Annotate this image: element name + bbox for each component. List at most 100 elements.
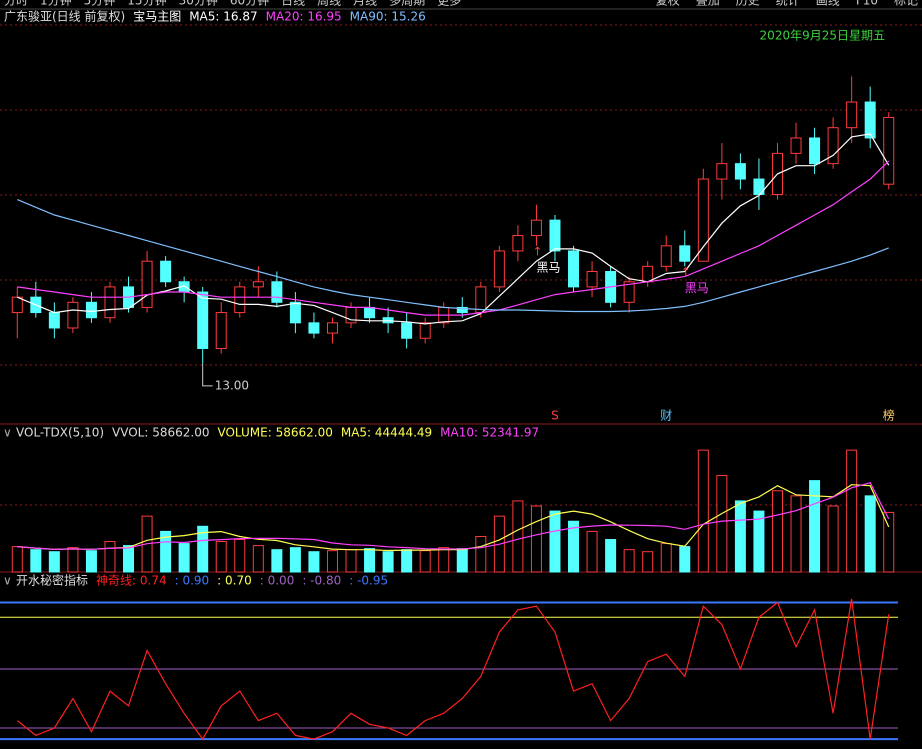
volume-bar <box>456 548 468 573</box>
volume-bar <box>289 547 301 573</box>
menu-item[interactable]: 日线 <box>281 0 305 8</box>
volume-bar <box>883 511 895 573</box>
volume-bar <box>697 449 709 573</box>
volume-bar <box>308 551 320 573</box>
ma-line <box>17 160 890 316</box>
volume-bar <box>734 500 746 573</box>
level-label: : 0.00 <box>260 574 295 588</box>
candle-body <box>586 270 598 288</box>
event-marker[interactable]: 榜 <box>883 408 895 423</box>
menu-button[interactable]: 统计 <box>776 0 800 8</box>
level-label: : -0.95 <box>349 574 388 588</box>
menu-button[interactable]: 画线 <box>816 0 840 8</box>
candle-body <box>846 101 858 129</box>
candle-body <box>883 116 895 185</box>
candle-body <box>326 322 338 334</box>
menu-button[interactable]: 复权 <box>656 0 680 8</box>
low-pointer <box>202 363 213 387</box>
candle-body <box>734 163 746 180</box>
volume-ma-line <box>17 484 890 552</box>
volume-bar <box>586 530 598 573</box>
candle-body <box>308 322 320 334</box>
volume-bar <box>512 500 524 573</box>
volume-bar <box>623 549 635 573</box>
candle-body <box>623 281 635 303</box>
volume-bar <box>790 495 802 573</box>
candle-body <box>160 260 172 283</box>
oscillator-line <box>16 598 890 741</box>
menu-button[interactable]: 历史 <box>736 0 760 8</box>
volume-bar <box>660 543 672 573</box>
candle-body <box>809 137 821 165</box>
volume-bar <box>568 520 580 573</box>
signal-arrow: ↑ <box>681 265 691 279</box>
menu-item[interactable]: 分时 <box>4 0 28 8</box>
menu-button[interactable]: 叠加 <box>696 0 720 8</box>
candle-body <box>530 219 542 237</box>
volume-bar <box>104 541 116 573</box>
indicator-name: 开水秘密指标 <box>16 573 88 588</box>
level-label: : 0.70 <box>217 574 252 588</box>
menu-item[interactable]: 5分钟 <box>84 0 116 8</box>
candle-body <box>48 312 60 329</box>
volume-bar <box>123 545 135 573</box>
volume-bar <box>364 548 376 573</box>
menu-item[interactable]: 多周期 <box>389 0 425 8</box>
level-label: : -0.80 <box>302 574 341 588</box>
candle-body <box>364 306 376 319</box>
volume-bar <box>549 510 561 573</box>
volume-bar <box>716 475 728 573</box>
menu-button[interactable]: 标记 <box>894 0 918 8</box>
volume-bar <box>11 546 23 573</box>
volume-bar <box>197 525 209 573</box>
candle-body <box>549 219 561 252</box>
candle-body <box>215 312 227 350</box>
volume-bar <box>401 549 413 573</box>
volume-bar <box>30 549 42 573</box>
menu-button[interactable]: F10 <box>856 0 878 8</box>
volume-bar <box>864 495 876 573</box>
event-marker[interactable]: S <box>551 409 559 423</box>
ma-line <box>17 133 890 325</box>
candle-body <box>660 245 672 267</box>
volume-bar <box>438 547 450 573</box>
candle-body <box>456 306 468 314</box>
menu-item[interactable]: 15分钟 <box>127 0 166 8</box>
legend-entry: VOLUME: 58662.00 <box>217 426 332 440</box>
volume-bar <box>679 546 691 573</box>
candle-body <box>642 265 654 283</box>
legend-entry: MA10: 52341.97 <box>440 426 539 440</box>
candle-body <box>568 250 580 288</box>
volume-bar <box>160 530 172 573</box>
event-marker[interactable]: 财 <box>660 409 672 423</box>
candle-body <box>141 260 153 308</box>
candle-body <box>493 250 505 288</box>
volume-bar <box>771 490 783 573</box>
volume-bar <box>252 545 264 573</box>
candle-body <box>790 137 802 154</box>
candle-body <box>753 178 765 195</box>
menu-item[interactable]: 60分钟 <box>230 0 269 8</box>
candle-body <box>827 127 839 165</box>
volume-ma-line <box>17 481 890 551</box>
volume-bar <box>85 550 97 573</box>
candle-body <box>697 178 709 262</box>
menu-item[interactable]: 周线 <box>317 0 341 8</box>
candle-body <box>512 235 524 252</box>
collapse-icon: ∨ <box>3 426 12 440</box>
volume-bar <box>215 541 227 573</box>
menu-item[interactable]: 30分钟 <box>179 0 218 8</box>
level-label: : 0.90 <box>175 574 210 588</box>
candle-body <box>716 163 728 180</box>
volume-bar <box>234 539 246 573</box>
menu-item[interactable]: 更多 <box>437 0 461 8</box>
candle-body <box>271 281 283 303</box>
low-label: 13.00 <box>215 378 249 392</box>
menu-item[interactable]: 月线 <box>353 0 377 8</box>
volume-bar <box>345 549 357 573</box>
legend-entry: MA20: 16.95 <box>266 10 342 24</box>
signal-label: 黑马 <box>685 281 709 295</box>
menu-item[interactable]: 1分钟 <box>40 0 72 8</box>
